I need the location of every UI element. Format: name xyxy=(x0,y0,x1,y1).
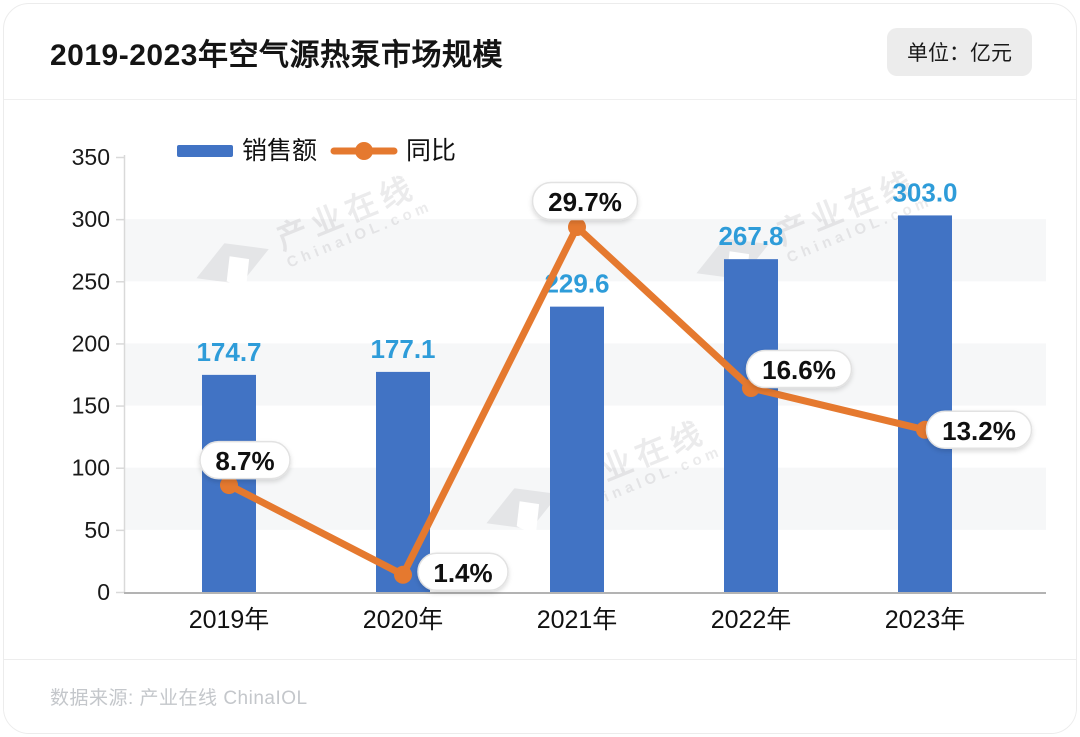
bar-2020年 xyxy=(376,371,430,592)
pct-label: 8.7% xyxy=(215,446,274,476)
y-tick-label: 250 xyxy=(72,268,110,294)
pct-label: 1.4% xyxy=(433,558,492,588)
y-tick-label: 0 xyxy=(97,579,110,605)
pct-label: 29.7% xyxy=(548,187,622,217)
x-tick-label: 2019年 xyxy=(189,606,270,634)
pct-bubble xyxy=(531,181,639,221)
bar-value-label: 267.8 xyxy=(718,221,783,251)
legend-line-dot xyxy=(355,142,373,160)
pct-bubble xyxy=(417,552,509,592)
y-tick-label: 350 xyxy=(72,144,110,170)
pct-bubble xyxy=(925,410,1033,450)
unit-badge: 单位：亿元 xyxy=(887,27,1032,76)
y-tick-label: 150 xyxy=(72,393,110,419)
legend-bar-swatch xyxy=(177,145,233,157)
card-footer: 数据来源: 产业在线 ChinaIOL xyxy=(4,659,1076,733)
pct-bubble xyxy=(745,349,853,389)
y-tick-label: 100 xyxy=(72,455,110,481)
bar-2021年 xyxy=(550,306,604,592)
pct-bubble xyxy=(199,440,291,480)
bar-value-label: 303.0 xyxy=(892,177,957,207)
y-tick-label: 300 xyxy=(72,206,110,232)
line-marker-2021年 xyxy=(568,218,586,237)
x-tick-label: 2021年 xyxy=(537,606,618,634)
x-tick-label: 2022年 xyxy=(711,606,792,634)
y-tick-label: 200 xyxy=(72,330,110,356)
page-title: 2019-2023年空气源热泵市场规模 xyxy=(50,38,503,72)
pct-label: 13.2% xyxy=(942,416,1016,446)
chart-card: 2019-2023年空气源热泵市场规模 单位：亿元 0 50 100 150 200 25… xyxy=(3,3,1077,734)
y-tick-label: 50 xyxy=(84,517,110,543)
legend-label-sales: 销售额 xyxy=(242,137,317,165)
bar-value-label: 174.7 xyxy=(196,337,261,367)
line-marker-2019年 xyxy=(220,476,238,495)
data-source-text: 数据来源: 产业在线 ChinaIOL xyxy=(50,688,308,709)
x-tick-label: 2023年 xyxy=(885,606,966,634)
line-marker-2020年 xyxy=(394,565,412,584)
legend-label-yoy: 同比 xyxy=(406,137,456,165)
x-tick-label: 2020年 xyxy=(363,606,444,634)
bar-2022年 xyxy=(724,259,778,592)
pct-label: 16.6% xyxy=(762,355,836,385)
bar-value-label: 177.1 xyxy=(370,334,435,364)
chart-data-layer: 174.7 177.1229.6267.8303.08.7%1.4%29.7%16… xyxy=(177,137,1033,634)
bar-2023年 xyxy=(898,215,952,592)
card-header: 2019-2023年空气源热泵市场规模 单位：亿元 xyxy=(4,4,1076,100)
legend: 销售额 同比 xyxy=(177,137,456,165)
